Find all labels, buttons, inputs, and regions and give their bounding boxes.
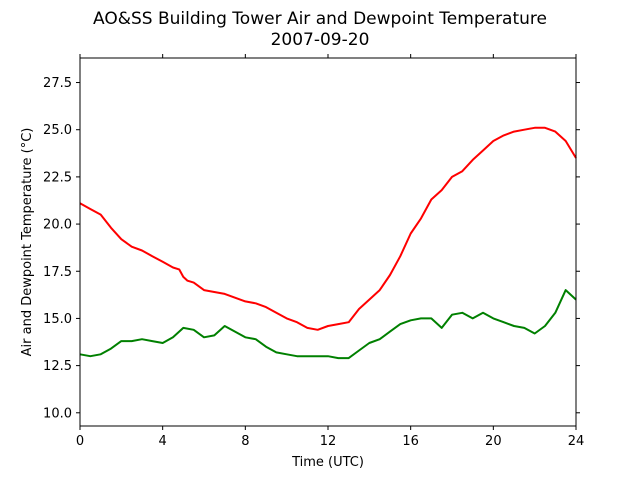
chart-title: AO&SS Building Tower Air and Dewpoint Te… — [93, 9, 547, 29]
x-tick-label: 20 — [485, 434, 502, 449]
x-tick-label: 8 — [241, 434, 249, 449]
chart-subtitle: 2007-09-20 — [271, 30, 370, 50]
plot-area-frame — [79, 57, 577, 427]
ticks-layer: 0 4 8 12 16 20 24 10.0 12.5 15.0 17.5 20.0 22.5 25.0 2… — [43, 54, 584, 449]
x-tick-label: 0 — [76, 434, 84, 449]
y-tick-label: 10.0 — [43, 406, 72, 421]
y-tick-label: 25.0 — [43, 123, 72, 138]
y-tick-label: 27.5 — [43, 76, 72, 91]
x-tick-label: 24 — [568, 434, 585, 449]
air-temperature-line — [79, 126, 577, 331]
y-tick-label: 15.0 — [43, 312, 72, 327]
y-tick-label: 17.5 — [43, 265, 72, 280]
y-tick-label: 12.5 — [43, 359, 72, 374]
x-tick-label: 12 — [320, 434, 337, 449]
x-tick-label: 16 — [402, 434, 419, 449]
y-axis-label: Air and Dewpoint Temperature (°C) — [20, 128, 35, 357]
x-axis-label: Time (UTC) — [291, 455, 364, 470]
x-tick-label: 4 — [159, 434, 167, 449]
dewpoint-temperature-line — [79, 289, 577, 360]
y-tick-label: 22.5 — [43, 170, 72, 185]
series-layer — [79, 126, 577, 360]
y-tick-label: 20.0 — [43, 218, 72, 233]
